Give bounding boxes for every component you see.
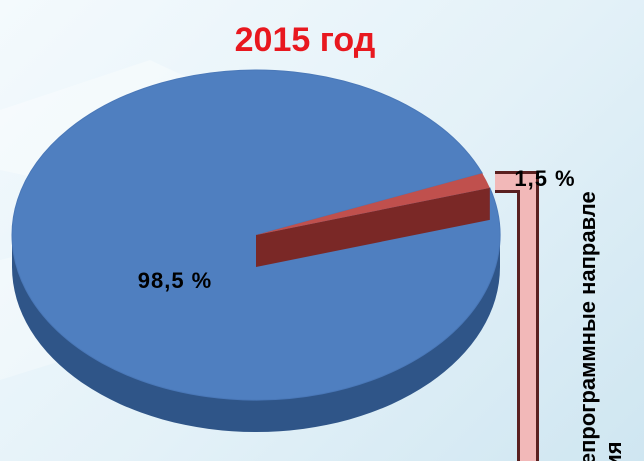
chart-title: 2015 год bbox=[235, 21, 376, 59]
pie bbox=[11, 69, 501, 432]
slice-side bbox=[256, 187, 490, 267]
leader bbox=[495, 174, 536, 461]
data-label: 98,5 % bbox=[138, 268, 213, 293]
category-label: Непрограммные направления bbox=[575, 191, 626, 461]
pie-side bbox=[12, 235, 500, 432]
slice bbox=[11, 69, 501, 401]
slice bbox=[256, 173, 490, 235]
data-label: 1,5 % bbox=[514, 166, 575, 191]
